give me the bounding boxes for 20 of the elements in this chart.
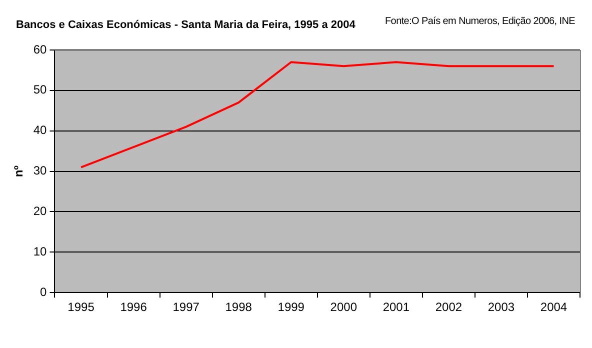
y-tick-label: 40	[33, 123, 48, 138]
y-tick-label: 50	[33, 82, 48, 97]
source-note: Fonte:O País em Numeros, Edição 2006, INE	[385, 16, 576, 27]
y-tick-label: 20	[33, 204, 48, 218]
chart-title: Bancos e Caixas Económicas - Santa Maria da Feira, 1995 a 2004	[16, 19, 356, 31]
y-tick-label: 0	[40, 284, 48, 299]
x-tick-label: 1998	[225, 300, 252, 314]
x-tick-label: 2001	[382, 300, 410, 314]
y-tick-label: 10	[33, 244, 48, 258]
x-tick-label: 2002	[435, 300, 462, 314]
x-tick-label: 2003	[488, 300, 515, 314]
x-tick-label: 1999	[278, 300, 305, 314]
x-tick-label: 2000	[330, 300, 358, 314]
x-tick-label: 1996	[120, 300, 148, 314]
y-tick-label: 60	[33, 42, 48, 56]
x-tick-label: 1995	[68, 300, 95, 314]
y-axis-title: nº	[12, 164, 26, 178]
x-tick-label: 1997	[172, 300, 200, 314]
y-tick-label: 30	[33, 164, 48, 178]
x-tick-label: 2004	[540, 300, 568, 314]
